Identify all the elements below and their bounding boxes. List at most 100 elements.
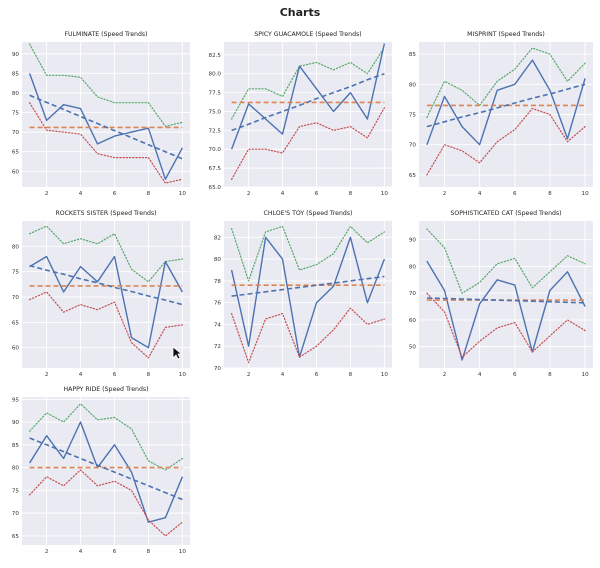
y-tick-label: 75.0 (209, 109, 222, 115)
y-tick-label: 75 (12, 270, 20, 276)
series-actual-line (230, 236, 386, 358)
x-tick-label: 2 (45, 372, 49, 378)
plot-background (419, 221, 593, 368)
series-lower-line (231, 307, 385, 364)
y-tick-label: 50 (409, 345, 417, 351)
x-tick-label: 4 (79, 191, 83, 197)
x-tick-label: 6 (315, 191, 319, 197)
series-lower-line (29, 291, 183, 359)
x-tick-label: 2 (247, 191, 251, 197)
chart-7: HAPPY RIDE (Speed Trends) 65 70 75 80 85 90 95 2… (12, 386, 190, 555)
x-tick-label: 8 (147, 549, 151, 555)
series-actual-line (29, 421, 184, 523)
x-tick-label: 10 (582, 372, 590, 378)
x-tick-label: 2 (443, 191, 447, 197)
x-tick-label: 4 (281, 191, 285, 197)
x-tick-label: 4 (478, 191, 482, 197)
y-tick-label: 75 (409, 113, 417, 119)
series-actual-line (230, 43, 386, 150)
y-tick-label: 70 (409, 143, 417, 149)
y-tick-label: 65.0 (209, 185, 222, 191)
page-title: Charts (279, 6, 321, 19)
plot-background (22, 221, 190, 368)
y-tick-label: 75 (12, 111, 20, 117)
x-tick-label: 6 (513, 372, 517, 378)
y-tick-label: 85 (409, 52, 417, 58)
x-tick-label: 8 (147, 191, 151, 197)
y-tick-label: 70 (12, 130, 20, 136)
x-tick-label: 8 (147, 372, 151, 378)
x-tick-label: 6 (513, 191, 517, 197)
y-tick-label: 70 (409, 291, 417, 297)
y-tick-label: 85 (12, 443, 20, 449)
y-tick-label: 70 (12, 511, 20, 517)
chart-6: SOPHISTICATED CAT (Speed Trends) 50 60 70 80… (409, 210, 593, 378)
y-tick-label: 76 (214, 301, 222, 307)
series-upper-line (426, 47, 586, 119)
chart-title: ROCKETS SISTER (Speed Trends) (55, 210, 156, 217)
y-tick-label: 80 (409, 264, 417, 270)
x-tick-label: 8 (349, 191, 353, 197)
series-actual-line (426, 260, 586, 361)
chart-4: ROCKETS SISTER (Speed Trends) 60 65 70 75 80 2… (12, 210, 190, 378)
chart-2: SPICY GUACAMOLE (Speed Trends) 65.0 67.5 70… (209, 31, 392, 197)
x-tick-label: 2 (45, 191, 49, 197)
series-trend-line (29, 437, 183, 501)
x-tick-label: 8 (349, 372, 353, 378)
x-tick-label: 6 (315, 372, 319, 378)
series-trend-line (426, 83, 586, 128)
series-trend-line (29, 264, 183, 306)
y-tick-label: 67.5 (209, 166, 222, 172)
chart-title: FULMINATE (Speed Trends) (64, 31, 147, 38)
x-tick-label: 6 (113, 549, 117, 555)
x-tick-label: 6 (113, 191, 117, 197)
x-tick-label: 8 (548, 372, 552, 378)
chart-5: CHLOE'S TOY (Speed Trends)70727476788082… (214, 210, 392, 378)
y-tick-label: 80.0 (209, 72, 222, 78)
chart-title: HAPPY RIDE (Speed Trends) (63, 386, 148, 393)
y-tick-label: 95 (12, 397, 20, 403)
y-tick-label: 90 (12, 420, 20, 426)
y-tick-label: 82.5 (209, 53, 222, 59)
y-tick-label: 90 (12, 52, 20, 58)
y-tick-label: 80 (12, 244, 20, 250)
y-tick-label: 78 (214, 279, 222, 285)
y-tick-label: 60 (12, 346, 20, 352)
series-actual-line (28, 73, 184, 180)
series-actual-line (29, 255, 184, 349)
x-tick-label: 2 (45, 549, 49, 555)
y-tick-label: 72.5 (209, 128, 222, 134)
y-tick-label: 65 (12, 320, 20, 326)
chart-1: FULMINATE (Speed Trends) 60 65 70 75 80 85 90 2 4… (12, 31, 190, 197)
chart-title: SPICY GUACAMOLE (Speed Trends) (254, 31, 361, 38)
series-trend-line (426, 297, 586, 304)
y-tick-label: 82 (214, 235, 221, 241)
x-tick-label: 10 (179, 191, 187, 197)
x-tick-label: 10 (381, 191, 389, 197)
y-tick-label: 80 (409, 82, 417, 88)
series-lower-line (426, 107, 586, 176)
x-tick-label: 10 (179, 549, 187, 555)
y-tick-label: 70 (12, 295, 20, 301)
plot-background (224, 42, 392, 187)
series-trend-line (29, 94, 183, 160)
y-tick-label: 60 (12, 169, 20, 175)
chart-title: SOPHISTICATED CAT (Speed Trends) (450, 210, 561, 217)
x-tick-label: 10 (381, 372, 389, 378)
plot-background (224, 221, 392, 368)
y-tick-label: 75 (12, 488, 20, 494)
chart-title: CHLOE'S TOY (Speed Trends) (264, 210, 353, 217)
series-lower-line (426, 292, 586, 358)
series-trend-line (231, 72, 385, 132)
y-tick-label: 70 (214, 366, 222, 372)
x-tick-label: 2 (443, 372, 447, 378)
series-upper-line (231, 225, 385, 282)
y-tick-label: 72 (214, 344, 221, 350)
series-lower-line (231, 107, 385, 180)
x-tick-label: 8 (548, 191, 552, 197)
series-upper-line (231, 46, 385, 120)
mouse-pointer-icon (172, 346, 182, 360)
x-tick-label: 4 (281, 372, 285, 378)
x-tick-label: 10 (582, 191, 590, 197)
